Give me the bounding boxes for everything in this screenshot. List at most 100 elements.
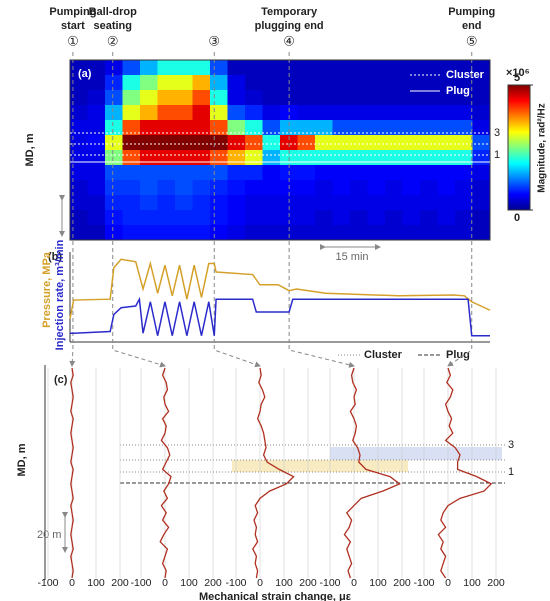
heat-cell (192, 105, 211, 121)
heat-cell (105, 225, 123, 241)
event-connector (288, 345, 355, 368)
heat-cell (210, 225, 228, 241)
heat-cell (402, 210, 421, 226)
x-tick-label: 100 (463, 577, 481, 589)
heat-cell (297, 180, 316, 196)
heat-cell (157, 90, 176, 106)
heat-cell (262, 195, 281, 211)
heat-cell (385, 165, 403, 181)
heat-cell (385, 225, 403, 241)
heat-cell (175, 225, 193, 241)
heat-cell (227, 180, 246, 196)
heat-cell (140, 90, 158, 106)
heat-cell (315, 225, 333, 241)
heat-cell (105, 90, 123, 106)
heat-cell (297, 90, 316, 106)
heat-cell (472, 180, 491, 196)
heat-cell (262, 60, 281, 76)
heat-cell (350, 60, 368, 76)
heat-cell (420, 195, 438, 211)
heat-cell (315, 135, 333, 151)
heat-cell (262, 90, 281, 106)
heat-cell (140, 120, 158, 136)
heat-cell (367, 120, 386, 136)
x-tick-label: 200 (393, 577, 411, 589)
heat-cell (70, 195, 88, 211)
heat-cell (437, 105, 456, 121)
heat-cell (192, 180, 211, 196)
heat-cell (262, 135, 281, 151)
heat-cell (437, 165, 456, 181)
heat-cell (280, 105, 298, 121)
heat-cell (210, 105, 228, 121)
x-tick-label: 200 (204, 577, 222, 589)
x-tick-label: 100 (275, 577, 293, 589)
heat-cell (367, 75, 386, 91)
scale-label: 20 m (33, 212, 57, 224)
heat-cell (385, 75, 403, 91)
heat-cell (350, 150, 368, 166)
heat-cell (227, 90, 246, 106)
heat-cell (140, 210, 158, 226)
heat-cell (437, 210, 456, 226)
heat-cell (227, 135, 246, 151)
heat-cell (437, 75, 456, 91)
heat-cell (297, 210, 316, 226)
heat-cell (367, 225, 386, 241)
heat-cell (122, 225, 141, 241)
heat-cell (315, 195, 333, 211)
heat-cell (122, 135, 141, 151)
heat-cell (455, 60, 473, 76)
heat-cell (157, 180, 176, 196)
heat-cell (192, 210, 211, 226)
heat-cell (315, 120, 333, 136)
heat-cell (472, 135, 491, 151)
heat-cell (157, 105, 176, 121)
heat-cell (105, 210, 123, 226)
heat-cell (245, 60, 263, 76)
heat-cell (140, 150, 158, 166)
heat-cell (87, 135, 106, 151)
heat-cell (192, 135, 211, 151)
heat-cell (87, 90, 106, 106)
heat-cell (175, 180, 193, 196)
heat-cell (402, 60, 421, 76)
colorbar-tick-label: 0 (514, 212, 520, 224)
heat-cell (455, 135, 473, 151)
heat-cell (192, 75, 211, 91)
event-connector (447, 345, 473, 367)
heat-cell (455, 120, 473, 136)
heat-cell (367, 150, 386, 166)
heat-cell (175, 75, 193, 91)
heat-cell (472, 75, 491, 91)
x-tick-label: 0 (162, 577, 168, 589)
heat-cell (420, 90, 438, 106)
heat-cell (332, 105, 351, 121)
legend-label: Cluster (364, 349, 403, 361)
heat-cell (472, 150, 491, 166)
heat-cell (315, 105, 333, 121)
heat-cell (332, 120, 351, 136)
heat-cell (70, 90, 88, 106)
colorbar-ramp (507, 84, 531, 211)
heat-cell (332, 90, 351, 106)
x-tick-label: 0 (351, 577, 357, 589)
heat-cell (420, 135, 438, 151)
heat-cell (402, 120, 421, 136)
strain-profile (343, 367, 401, 579)
x-tick-label: 200 (299, 577, 317, 589)
heat-cell (262, 225, 281, 241)
panel-label: (b) (48, 251, 62, 263)
heat-cell (87, 180, 106, 196)
spectrogram (70, 60, 491, 241)
heat-cell (245, 135, 263, 151)
heat-cell (245, 150, 263, 166)
heat-cell (472, 60, 491, 76)
heat-cell (332, 150, 351, 166)
heat-cell (367, 165, 386, 181)
heat-cell (402, 225, 421, 241)
heat-cell (262, 150, 281, 166)
heat-cell (122, 180, 141, 196)
heat-cell (122, 75, 141, 91)
heat-cell (157, 120, 176, 136)
